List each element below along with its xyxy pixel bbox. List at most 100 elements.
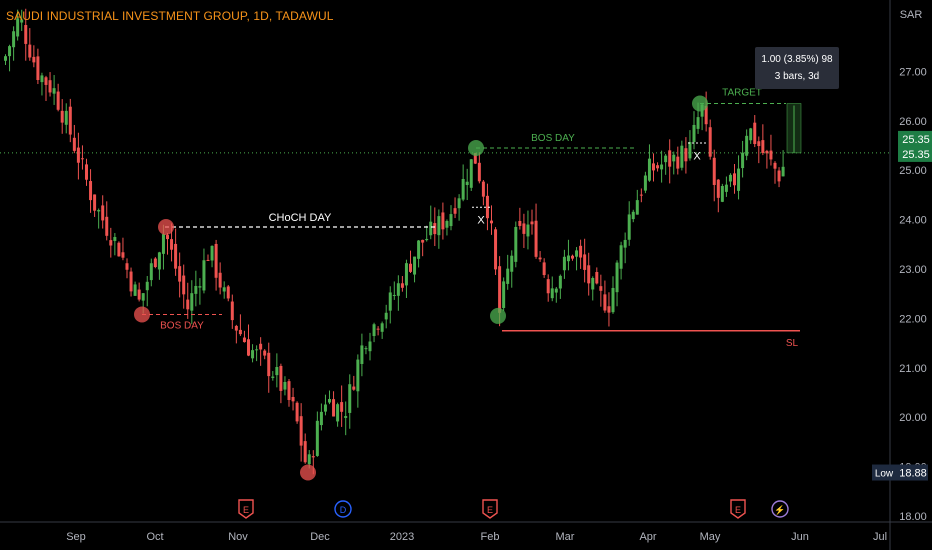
candle-body: [149, 263, 153, 281]
candle-body: [433, 223, 437, 235]
candle-body: [619, 245, 623, 269]
candle-body: [251, 350, 255, 359]
candle-body: [85, 164, 88, 180]
candle-body: [664, 155, 668, 163]
bos-low-label: BOS DAY: [160, 320, 204, 331]
dividend-event-icon: [334, 500, 352, 518]
candle-body: [477, 162, 481, 182]
swing-point-marker: [134, 306, 150, 323]
candle-body: [332, 399, 336, 417]
candle-body: [688, 142, 692, 159]
candle-body: [583, 254, 587, 270]
candle-body: [299, 416, 303, 446]
candle-body: [271, 376, 275, 378]
candle-body: [48, 80, 52, 93]
y-tick-label: 21.00: [899, 363, 927, 375]
candle-body: [117, 242, 121, 257]
candle-body: [226, 286, 230, 299]
candle-body: [287, 381, 291, 400]
candle-body: [137, 289, 141, 300]
candle-body: [554, 288, 558, 293]
candle-body: [514, 226, 518, 262]
candle-body: [202, 260, 206, 291]
x-tick-label: Sep: [66, 531, 86, 543]
x-tick-label: Feb: [481, 531, 500, 543]
candle-body: [356, 359, 360, 392]
event-letter: E: [487, 505, 493, 515]
candle-body: [4, 56, 7, 61]
candle-body: [457, 198, 461, 209]
y-tick-label: 23.00: [899, 264, 927, 276]
candle-body: [319, 411, 323, 426]
candle-body: [44, 77, 48, 85]
candle-body: [372, 324, 376, 337]
candle-body: [222, 287, 226, 292]
candle-body: [93, 194, 97, 211]
candle-body: [737, 168, 741, 191]
candle-body: [52, 88, 56, 94]
candle-body: [255, 349, 259, 351]
candle-body: [315, 420, 319, 456]
candle-body: [550, 288, 554, 299]
candle-body: [757, 141, 761, 147]
candle-body: [295, 402, 299, 422]
candle-body: [368, 341, 372, 352]
candle-body: [89, 181, 93, 201]
candle-body: [20, 19, 24, 23]
x-tick-label: Jun: [791, 531, 809, 543]
earnings-event-icon: [238, 499, 254, 519]
candle-body: [311, 456, 315, 458]
candle-body: [307, 454, 311, 465]
low-value: 18.88: [899, 468, 927, 480]
x-tick-label: Nov: [228, 531, 248, 543]
candle-body: [441, 212, 445, 230]
candle-body: [105, 216, 109, 236]
candle-body: [182, 275, 186, 295]
candle-body: [247, 339, 250, 356]
candle-body: [510, 255, 514, 272]
y-tick-label: 26.00: [899, 116, 927, 128]
candle-body: [449, 214, 453, 227]
last-price-badge-2: 25.35: [902, 149, 930, 161]
x-marker: X: [693, 150, 701, 162]
low-label: Low: [875, 469, 894, 480]
candle-body: [125, 263, 129, 270]
candle-body: [684, 148, 688, 162]
candle-body: [384, 312, 388, 320]
candle-body: [421, 239, 425, 243]
candle-body: [8, 46, 12, 57]
candle-body: [190, 293, 194, 311]
candle-body: [777, 170, 781, 182]
event-letter: D: [340, 505, 347, 515]
candle-body: [526, 224, 530, 237]
candle-body: [461, 178, 465, 200]
candle-body: [409, 263, 412, 272]
candle-body: [724, 184, 728, 192]
candle-body: [40, 75, 44, 83]
split-event-icon: [771, 500, 789, 518]
candle-body: [36, 56, 40, 81]
candle-body: [676, 156, 680, 169]
candle-body: [230, 301, 234, 321]
candle-body: [781, 166, 785, 177]
candle-body: [238, 329, 242, 335]
candle-body: [380, 323, 384, 332]
candle-body: [161, 234, 165, 254]
candle-body: [639, 194, 643, 196]
candle-body: [109, 240, 113, 246]
candle-body: [323, 404, 327, 412]
candle-body: [360, 345, 364, 364]
candle-body: [364, 348, 368, 350]
candle-body: [72, 137, 76, 151]
last-price-badge: 25.35: [902, 134, 930, 146]
candle-body: [761, 140, 765, 154]
y-tick-label: 24.00: [899, 215, 927, 227]
candle-body: [498, 266, 502, 313]
candle-body: [12, 31, 16, 48]
candle-body: [166, 235, 169, 240]
candle-body: [60, 110, 64, 123]
candle-body: [769, 150, 773, 160]
currency-label: SAR: [900, 9, 923, 21]
candle-body: [599, 286, 603, 291]
